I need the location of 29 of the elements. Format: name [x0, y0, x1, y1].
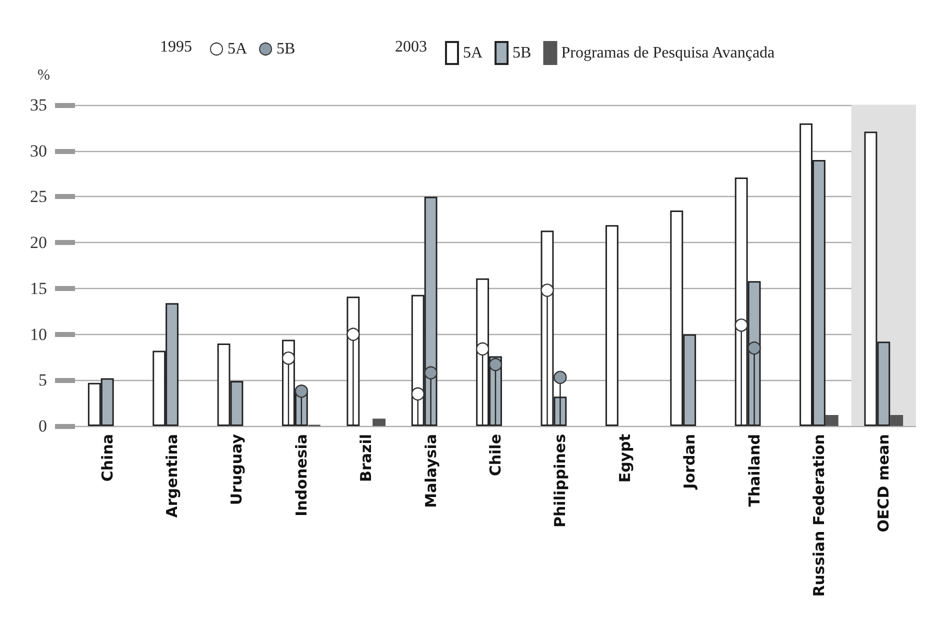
x-tick-label: Egypt	[616, 434, 634, 483]
text: 2003	[395, 38, 427, 56]
y-tick-label: 15	[30, 278, 47, 298]
y-tick-label: 10	[30, 324, 47, 344]
x-tick-label: Jordan	[680, 434, 699, 490]
y-tick-label: 35	[30, 96, 47, 114]
y-tick-label: 30	[30, 141, 47, 160]
legend-label: Programas de Pesquisa Avançada	[561, 44, 775, 62]
text: 1995	[160, 38, 192, 56]
x-tick-label: Indonesia	[292, 434, 310, 516]
x-tick-label: China	[98, 434, 116, 482]
legend-label: 5A	[228, 40, 248, 58]
y-tick-label: 25	[30, 187, 47, 206]
x-tick-label: Brazil	[357, 434, 376, 482]
x-tick-label: Chile	[486, 434, 504, 476]
x-tick-label: Russian Federation	[810, 434, 828, 597]
x-tick-label: OECD mean	[874, 434, 893, 532]
legend-label: 5B	[512, 44, 532, 62]
y-axis-title: %	[38, 68, 50, 84]
x-tick-label: Malaysia	[422, 434, 440, 508]
x-tick-label: Argentina	[163, 434, 182, 518]
x-tick-label: Uruguay	[228, 434, 246, 506]
legend-label: 5B	[276, 40, 296, 58]
x-tick-label: Philippines	[551, 434, 570, 528]
y-tick-label: 20	[30, 233, 47, 252]
x-tick-label: Thailand	[745, 434, 764, 507]
y-tick-label: 5	[38, 370, 47, 390]
legend-label: 5A	[463, 44, 483, 62]
y-tick-label: 0	[38, 416, 47, 436]
